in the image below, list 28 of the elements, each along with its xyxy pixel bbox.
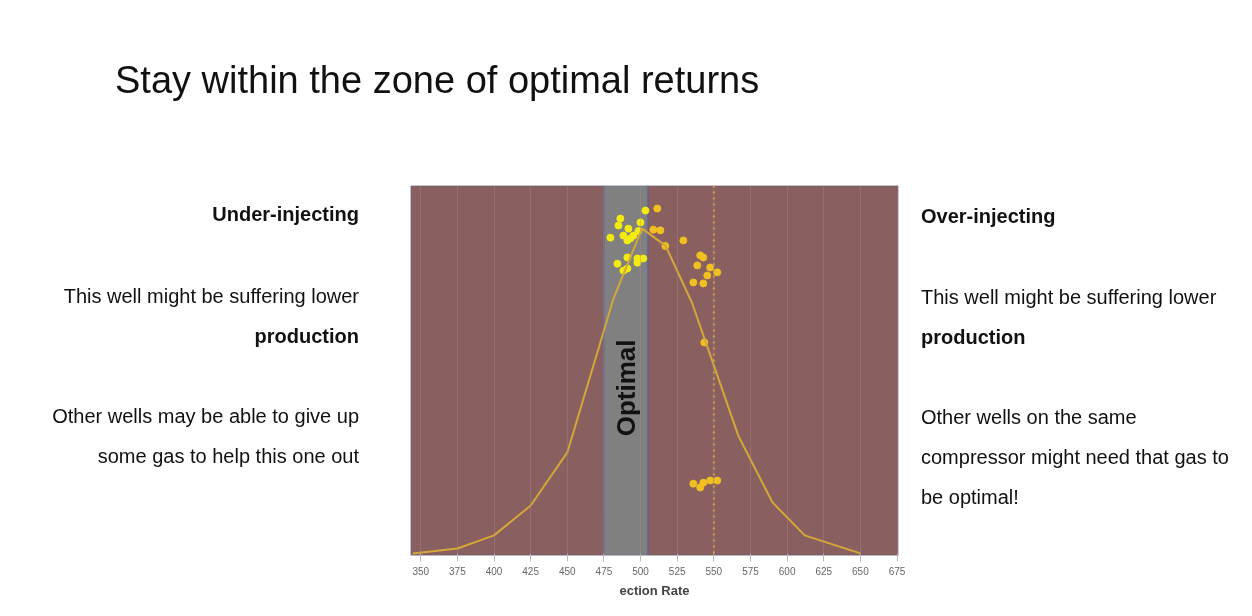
x-tick-label: 675 (888, 565, 906, 577)
x-tick-label: 375 (449, 565, 467, 577)
text: Other wells may be able to give up (52, 404, 359, 429)
x-tick-label: 525 (668, 565, 686, 577)
x-tick-label: 625 (815, 565, 833, 577)
text: be optimal! (921, 485, 1019, 510)
text: Under-injecting (212, 202, 359, 227)
x-axis-title: ection Rate (619, 582, 690, 598)
text: compressor might need that gas to (921, 445, 1229, 470)
text: Other wells on the same (921, 405, 1137, 430)
text: production (921, 325, 1026, 350)
x-tick-label: 425 (522, 565, 540, 577)
x-tick-label: 600 (778, 565, 796, 577)
text: Over-injecting (921, 204, 1056, 229)
x-tick-label: 550 (705, 565, 723, 577)
text: production (254, 324, 359, 349)
x-tick-label: 450 (558, 565, 577, 577)
x-tick-label: 575 (742, 565, 760, 577)
chart-title: Stay within the zone of optimal returns (115, 58, 760, 103)
text: some gas to help this one out (97, 444, 359, 469)
x-tick-label: 650 (852, 565, 870, 577)
x-tick-label: 350 (412, 565, 430, 577)
x-tick-label: 475 (595, 565, 613, 577)
x-tick-label: 500 (632, 565, 650, 577)
x-tick-label: 400 (485, 565, 503, 577)
band-label: Optimal (610, 339, 641, 437)
text: This well might be suffering lower (921, 285, 1217, 310)
text: This well might be suffering lower (63, 284, 359, 309)
